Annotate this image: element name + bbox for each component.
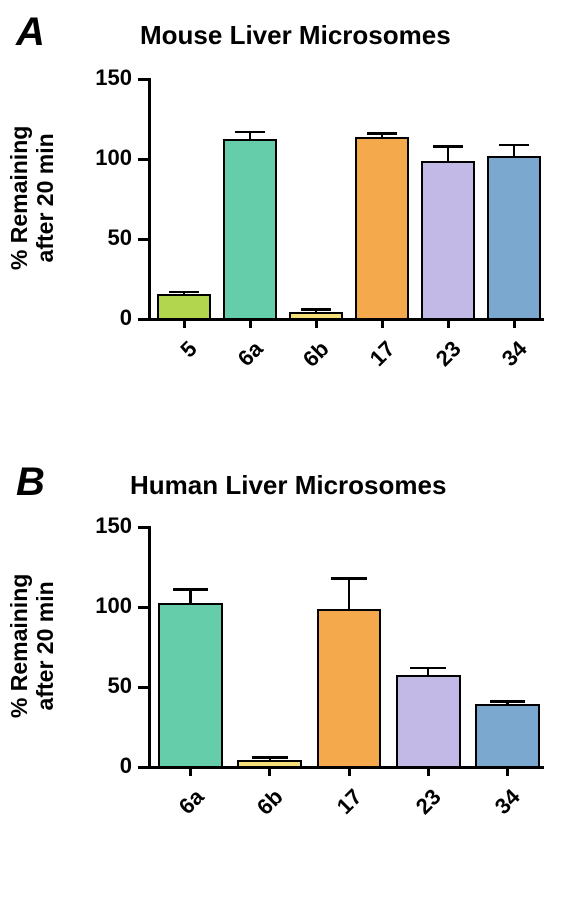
bar-23 [396,675,461,766]
x-tick [381,318,384,328]
x-tick [189,766,192,776]
error-cap [490,700,526,703]
chart-title-b: Human Liver Microsomes [130,470,446,501]
y-tick-label: 150 [72,513,132,539]
bar-34 [487,156,541,318]
y-axis-label: % Remainingafter 20 min [6,526,66,766]
y-tick [138,606,148,609]
x-axis [148,766,544,769]
error-cap [169,291,199,294]
bar-34 [475,704,540,766]
x-tick-label-34: 34 [497,336,533,372]
error-cap [367,132,397,135]
error-stem [348,577,351,609]
y-tick-label: 50 [72,673,132,699]
chart-area-b: 0501001506a6b172334 [148,526,544,766]
x-tick-label-6a: 6a [233,336,269,372]
y-tick-label: 50 [72,225,132,251]
y-axis-label-line2: after 20 min [33,78,59,318]
x-tick-label-6b: 6b [252,784,289,821]
error-cap [331,577,367,580]
panel-label-a: A [16,10,45,55]
x-tick-label-23: 23 [431,336,467,372]
x-tick-label-17: 17 [332,784,368,820]
y-axis [148,78,151,321]
x-tick [183,318,186,328]
bar-5 [157,294,211,318]
bar-17 [317,609,382,766]
y-tick-label: 100 [72,145,132,171]
x-tick [249,318,252,328]
error-cap [301,308,331,311]
y-axis-label: % Remainingafter 20 min [6,78,66,318]
x-tick [447,318,450,328]
x-tick-label-6a: 6a [173,784,209,820]
y-tick [138,78,148,81]
x-tick-label-34: 34 [490,784,526,820]
y-tick [138,526,148,529]
y-tick-label: 150 [72,65,132,91]
panel-label-b: B [16,460,45,505]
error-cap [433,145,463,148]
error-cap [499,144,529,147]
y-tick-label: 0 [72,305,132,331]
bar-6a [158,603,223,766]
x-tick-label-6b: 6b [298,336,335,373]
y-axis-label-line2: after 20 min [33,526,59,766]
y-tick [138,158,148,161]
x-tick [315,318,318,328]
y-tick [138,238,148,241]
x-tick [513,318,516,328]
y-tick [138,766,148,769]
y-axis [148,526,151,769]
error-cap [235,131,265,134]
y-tick [138,686,148,689]
x-tick [506,766,509,776]
y-tick [138,318,148,321]
x-tick-label-5: 5 [175,336,202,363]
x-tick-label-17: 17 [365,336,401,372]
chart-title-a: Mouse Liver Microsomes [140,20,451,51]
figure-root: AMouse Liver Microsomes05010015056a6b172… [0,0,561,900]
error-cap [252,756,288,759]
chart-area-a: 05010015056a6b172334 [148,78,544,318]
y-tick-label: 100 [72,593,132,619]
x-axis [148,318,544,321]
bar-17 [355,137,409,318]
y-tick-label: 0 [72,753,132,779]
x-tick [427,766,430,776]
error-cap [410,667,446,670]
y-axis-label-line1: % Remaining [6,78,32,318]
y-axis-label-line1: % Remaining [6,526,32,766]
x-tick [268,766,271,776]
bar-23 [421,161,475,318]
error-cap [173,588,209,591]
x-tick [348,766,351,776]
bar-6a [223,139,277,318]
x-tick-label-23: 23 [411,784,447,820]
